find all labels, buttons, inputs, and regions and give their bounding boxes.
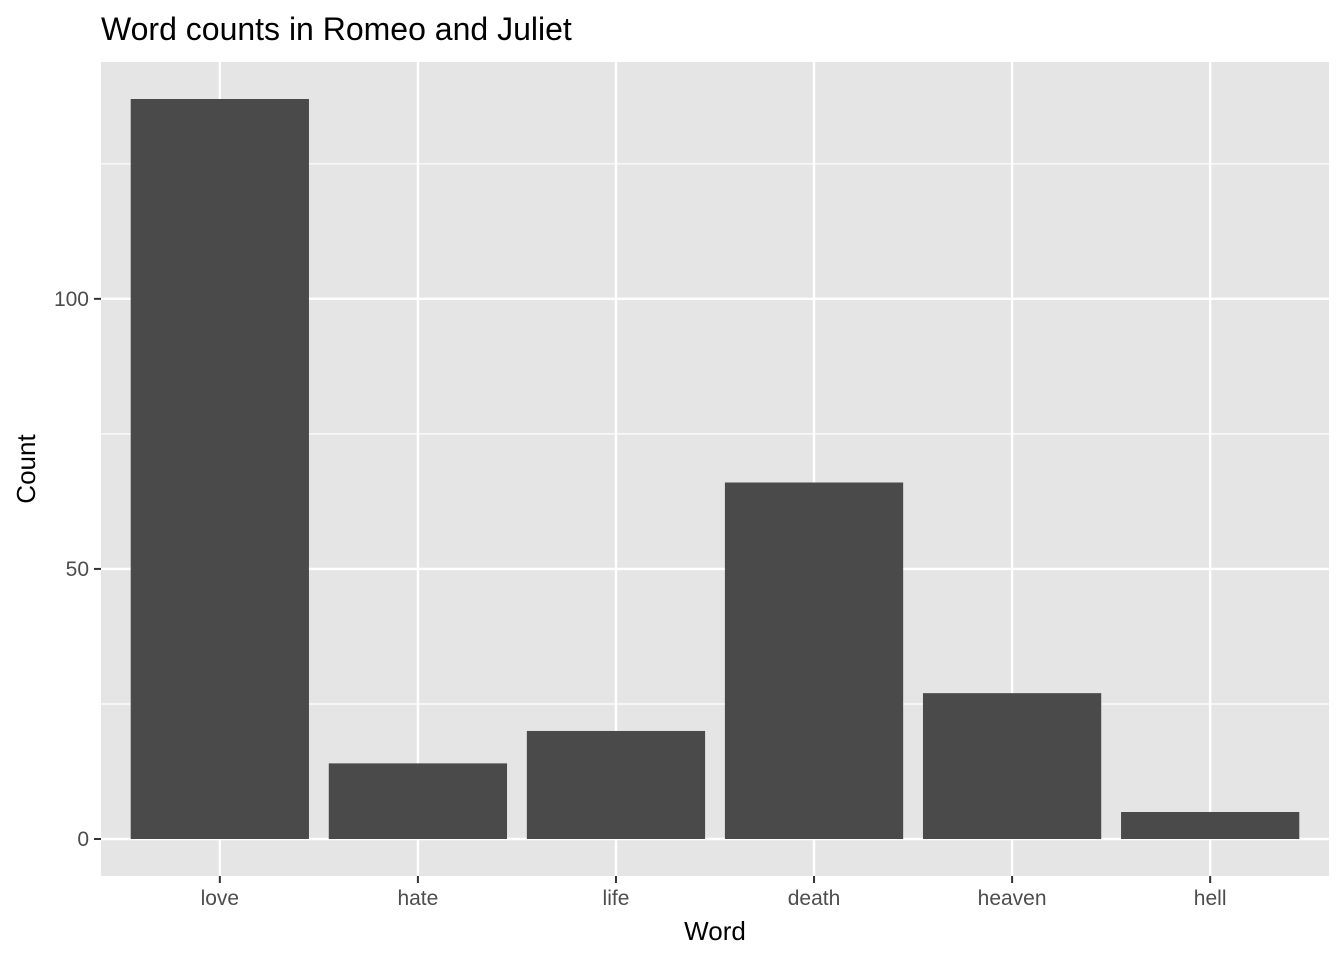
bar-heaven [922,693,1102,839]
y-axis-title: Count [11,434,41,504]
x-axis-title: Word [684,916,746,946]
bar-life [526,730,706,839]
bar-death [724,482,904,839]
bar-love [130,99,309,839]
y-axis: 0 50 100 [54,288,101,851]
bar-hate [328,763,508,839]
x-tick-label: love [201,887,240,910]
y-tick-label: 0 [77,828,89,851]
y-tick-label: 50 [66,558,89,581]
bar-hell [1121,811,1300,839]
x-axis: love hate life death heaven hell [201,876,1227,910]
x-tick-label: hate [397,887,438,910]
x-tick-label: life [603,887,630,910]
chart-title: Word counts in Romeo and Juliet [101,11,572,47]
bars [130,99,1300,839]
x-tick-label: heaven [978,887,1047,910]
x-tick-label: death [788,887,841,910]
y-tick-label: 100 [54,288,89,311]
x-tick-label: hell [1194,887,1227,910]
